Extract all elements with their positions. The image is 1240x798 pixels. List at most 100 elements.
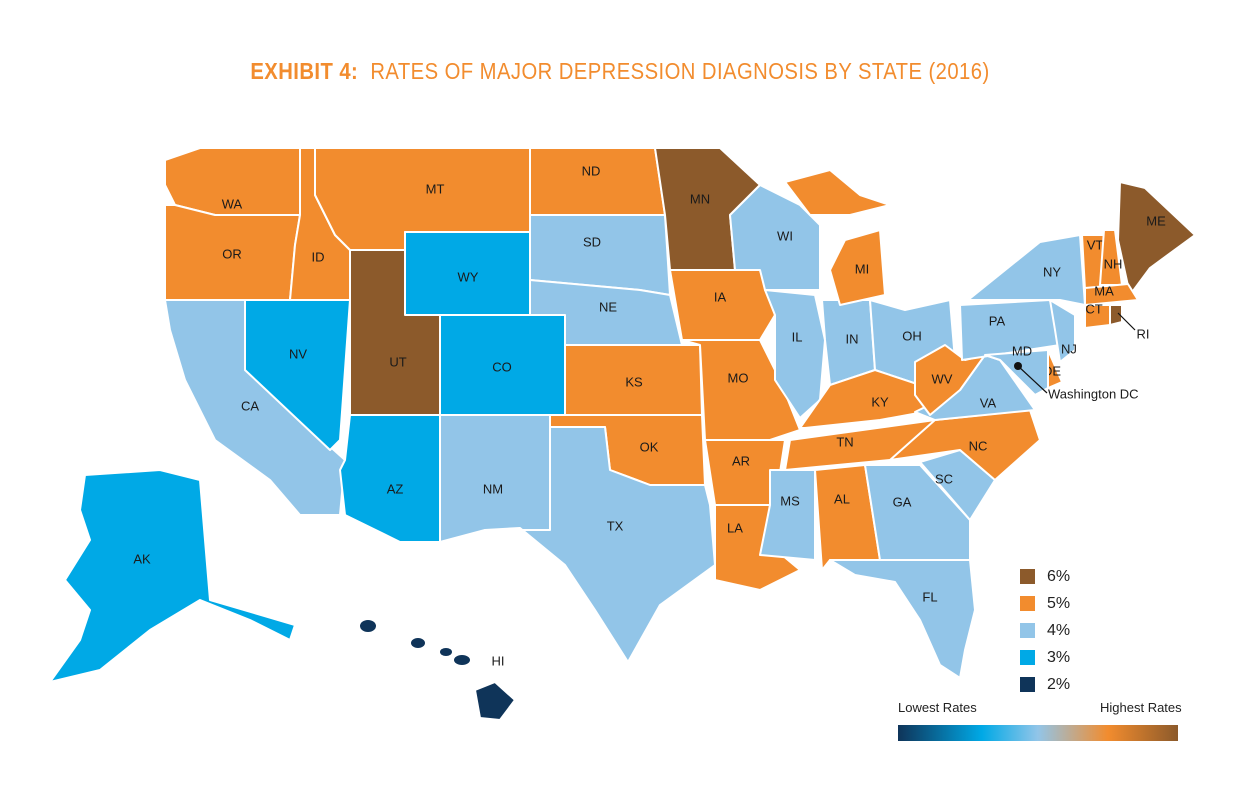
exhibit-number: EXHIBIT 4:	[250, 58, 359, 84]
title-text: RATES OF MAJOR DEPRESSION DIAGNOSIS BY S…	[370, 58, 990, 84]
state-label-nh: NH	[1104, 256, 1123, 271]
state-label-mt: MT	[426, 181, 445, 196]
state-ia	[669, 269, 776, 341]
state-label-wy: WY	[458, 269, 479, 284]
state-label-sd: SD	[583, 234, 601, 249]
legend-label: 2%	[1047, 675, 1071, 693]
state-fl	[829, 559, 976, 679]
state-label-ut: UT	[389, 354, 406, 369]
state-label-wa: WA	[222, 196, 243, 211]
state-hi	[474, 681, 516, 721]
state-label-md: MD	[1012, 343, 1032, 358]
legend-swatch	[1020, 650, 1035, 665]
state-nj	[1049, 299, 1076, 363]
legend-label: 5%	[1047, 594, 1071, 612]
state-ga	[864, 464, 971, 561]
state-label-vt: VT	[1087, 237, 1104, 252]
state-me	[1117, 181, 1196, 296]
hawaii-island	[411, 638, 425, 648]
state-ny	[967, 234, 1086, 306]
legend-item-2: 2%	[1020, 671, 1070, 698]
legend-item-5: 5%	[1020, 590, 1070, 617]
state-md	[984, 349, 1049, 396]
state-label-ne: NE	[599, 299, 617, 314]
state-label-nd: ND	[582, 163, 601, 178]
legend-item-6: 6%	[1020, 563, 1070, 590]
state-ak	[49, 469, 296, 683]
state-label-ms: MS	[780, 493, 800, 508]
state-ri	[1109, 304, 1123, 326]
state-label-ny: NY	[1043, 264, 1061, 279]
state-ms	[759, 469, 816, 561]
state-label-ct: CT	[1085, 301, 1102, 316]
dc-callout-line	[1017, 365, 1048, 394]
state-label-ga: GA	[893, 494, 912, 509]
color-scale-bar	[898, 725, 1178, 741]
state-label-ky: KY	[871, 394, 889, 409]
state-label-az: AZ	[387, 481, 404, 496]
legend: 6% 5% 4% 3% 2%	[1020, 563, 1070, 698]
state-label-nc: NC	[969, 438, 988, 453]
dc-callout-label: Washington DC	[1048, 386, 1139, 401]
state-nm	[439, 414, 551, 543]
state-label-nj: NJ	[1061, 341, 1077, 356]
state-tx	[484, 426, 716, 663]
state-label-sc: SC	[935, 471, 953, 486]
state-nd	[529, 147, 666, 216]
legend-label: 6%	[1047, 567, 1071, 585]
state-label-wv: WV	[932, 371, 953, 386]
state-label-fl: FL	[922, 589, 937, 604]
state-label-or: OR	[222, 246, 242, 261]
state-label-ak: AK	[133, 551, 151, 566]
state-label-nv: NV	[289, 346, 307, 361]
state-label-tn: TN	[836, 434, 853, 449]
state-label-oh: OH	[902, 328, 922, 343]
state-label-ks: KS	[625, 374, 643, 389]
legend-swatch	[1020, 569, 1035, 584]
hawaii-island	[360, 620, 376, 632]
state-label-wi: WI	[777, 228, 793, 243]
scale-high-label: Highest Rates	[1100, 700, 1182, 715]
legend-swatch	[1020, 623, 1035, 638]
state-label-tx: TX	[607, 518, 624, 533]
state-il	[764, 289, 826, 419]
ri-callout-label: RI	[1137, 326, 1150, 341]
state-label-ar: AR	[732, 453, 750, 468]
state-az	[339, 414, 441, 543]
map-title: EXHIBIT 4: RATES OF MAJOR DEPRESSION DIA…	[74, 58, 1165, 85]
ri-callout-line	[1117, 312, 1136, 331]
state-ma	[1084, 283, 1139, 306]
state-label-co: CO	[492, 359, 512, 374]
state-label-me: ME	[1146, 213, 1166, 228]
state-label-ca: CA	[241, 398, 259, 413]
state-label-in: IN	[846, 331, 859, 346]
state-label-hi: HI	[492, 653, 505, 668]
state-label-pa: PA	[989, 313, 1006, 328]
legend-item-4: 4%	[1020, 617, 1070, 644]
state-wv	[914, 344, 986, 416]
state-mo	[681, 339, 801, 441]
state-label-mo: MO	[728, 370, 749, 385]
state-mi-upper	[784, 169, 891, 216]
scale-low-label: Lowest Rates	[898, 700, 977, 715]
state-label-ma: MA	[1094, 283, 1114, 298]
legend-item-3: 3%	[1020, 644, 1070, 671]
state-label-mn: MN	[690, 191, 710, 206]
state-label-al: AL	[834, 491, 850, 506]
hawaii-island	[440, 648, 452, 656]
hawaii-island	[454, 655, 470, 665]
state-label-va: VA	[980, 395, 997, 410]
state-label-il: IL	[792, 329, 803, 344]
legend-label: 3%	[1047, 648, 1071, 666]
state-label-nm: NM	[483, 481, 503, 496]
legend-label: 4%	[1047, 621, 1071, 639]
state-wi	[729, 184, 821, 291]
legend-swatch	[1020, 677, 1035, 692]
state-label-ia: IA	[714, 289, 727, 304]
state-mi	[829, 229, 886, 306]
state-label-la: LA	[727, 520, 743, 535]
state-label-mi: MI	[855, 261, 869, 276]
legend-swatch	[1020, 596, 1035, 611]
state-label-ok: OK	[640, 439, 659, 454]
